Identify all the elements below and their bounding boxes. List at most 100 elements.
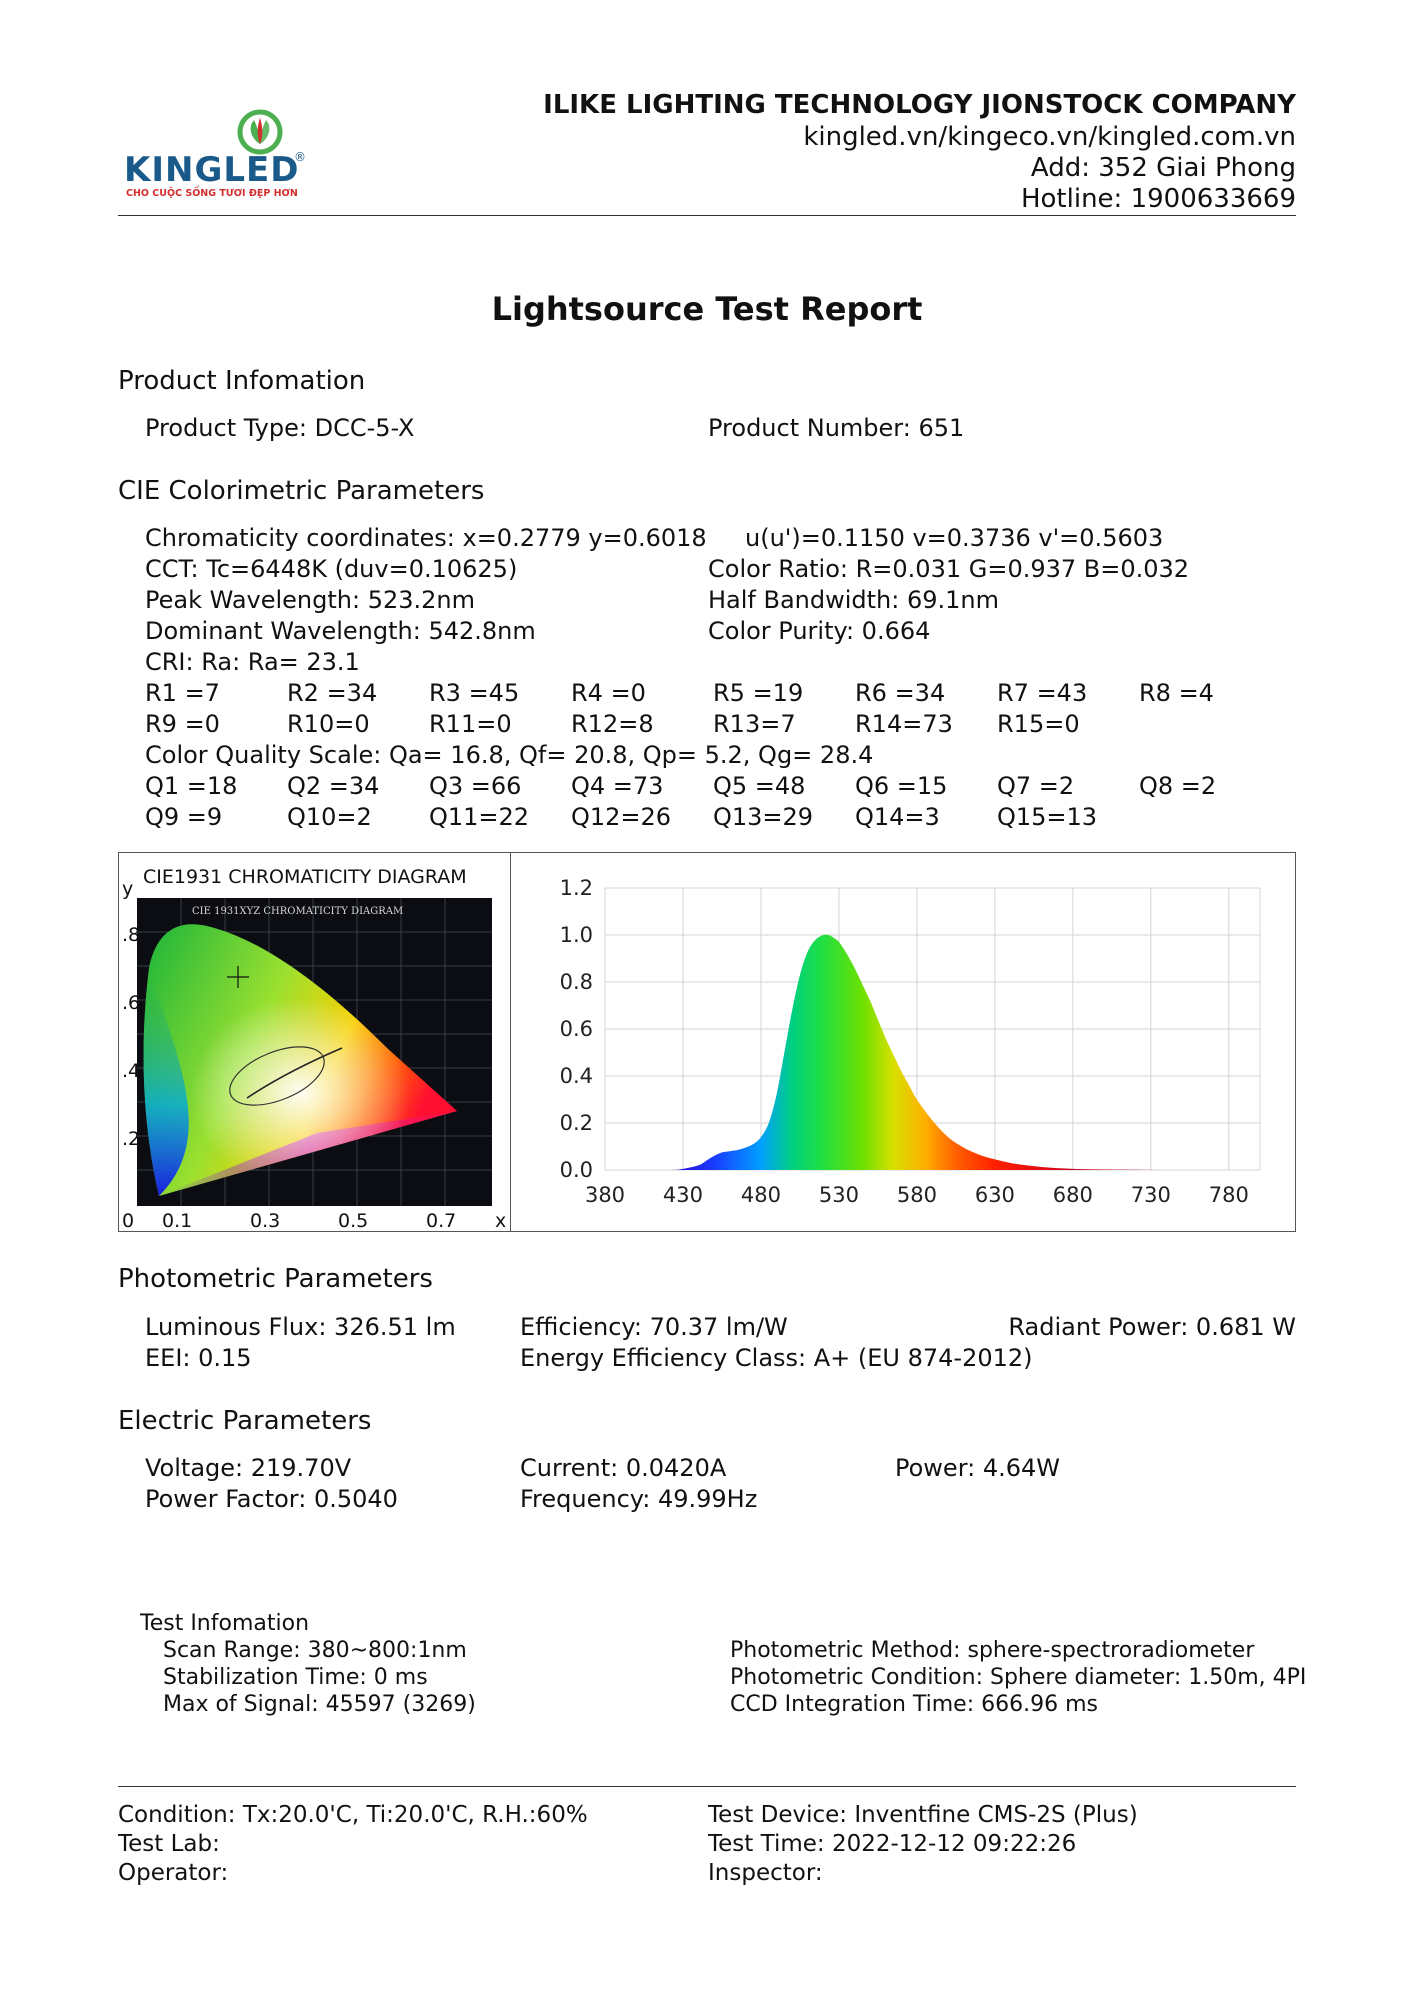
spectrum-x-tick-label: 380 — [585, 1183, 625, 1207]
footer-rule — [118, 1786, 1296, 1787]
q-value: Q4 =73 — [571, 772, 664, 800]
q-value: Q15=13 — [997, 803, 1098, 831]
company-address: Add: 352 Giai Phong — [1030, 153, 1296, 183]
spectrum-y-tick-label: 0.2 — [560, 1111, 593, 1135]
r-value: R4 =0 — [571, 679, 646, 707]
cie-x-tick: 0 — [122, 1210, 135, 1232]
cie-y-tick: .6 — [122, 992, 141, 1014]
cie-chromaticity-diagram: CIE 1931XYZ CHROMATICITY DIAGRAM — [137, 898, 492, 1206]
q-value: Q10=2 — [287, 803, 372, 831]
product-number: Product Number: 651 — [708, 414, 965, 442]
half-bandwidth: Half Bandwidth: 69.1nm — [708, 586, 1000, 614]
cie-x-axis-label: x — [495, 1210, 507, 1232]
test-condition: Condition: Tx:20.0'C, Ti:20.0'C, R.H.:60… — [118, 1802, 588, 1828]
report-title: Lightsource Test Report — [491, 290, 923, 328]
cie-x-tick: 0.5 — [338, 1210, 369, 1232]
cie-inner-title: CIE 1931XYZ CHROMATICITY DIAGRAM — [192, 906, 403, 917]
company-logo: KINGLED ® CHO CUỘC SỐNG TƯƠI ĐẸP HƠN — [118, 108, 308, 199]
r-value: R15=0 — [997, 710, 1080, 738]
spectrum-x-tick-label: 780 — [1209, 1183, 1249, 1207]
cie-x-tick: 0.3 — [250, 1210, 281, 1232]
leaf-icon — [237, 109, 283, 155]
q-value: Q9 =9 — [145, 803, 223, 831]
company-hotline: Hotline: 1900633669 — [1020, 184, 1296, 214]
spectrum-y-ticks: 1.2 1.0 0.8 0.6 0.4 0.2 0.0 — [560, 876, 593, 1182]
power: Power: 4.64W — [895, 1454, 1061, 1482]
spectrum-x-tick-label: 630 — [975, 1183, 1015, 1207]
r-value: R12=8 — [571, 710, 654, 738]
photometric-heading: Photometric Parameters — [118, 1264, 433, 1294]
ccd-integration-time: CCD Integration Time: 666.96 ms — [730, 1692, 1098, 1717]
r-value: R6 =34 — [855, 679, 946, 707]
spectrum-y-tick-label: 0.4 — [560, 1064, 593, 1088]
current: Current: 0.0420A — [520, 1454, 727, 1482]
cie-y-tick: .2 — [122, 1128, 141, 1150]
energy-class: Energy Efficiency Class: A+ (EU 874-2012… — [520, 1344, 1033, 1372]
chromaticity-coords: Chromaticity coordinates: x=0.2779 y=0.6… — [145, 524, 707, 552]
spectrum-x-tick-label: 430 — [663, 1183, 703, 1207]
operator: Operator: — [118, 1860, 229, 1886]
r-value: R10=0 — [287, 710, 370, 738]
q-values-row-2: Q9 =9 Q10=2 Q11=22 Q12=26 Q13=29 Q14=3 Q15=13 — [145, 803, 1139, 831]
cie-x-tick: 0.7 — [426, 1210, 457, 1232]
q-value: Q12=26 — [571, 803, 672, 831]
q-value: Q8 =2 — [1139, 772, 1217, 800]
cct: CCT: Tc=6448K (duv=0.10625) — [145, 555, 518, 583]
scan-range: Scan Range: 380~800:1nm — [163, 1638, 467, 1663]
peak-wavelength: Peak Wavelength: 523.2nm — [145, 586, 475, 614]
test-time: Test Time: 2022-12-12 09:22:26 — [708, 1831, 1077, 1857]
spectrum-x-tick-label: 480 — [741, 1183, 781, 1207]
charts-divider — [510, 852, 511, 1232]
r-value: R2 =34 — [287, 679, 378, 707]
spectrum-x-tick-label: 580 — [897, 1183, 937, 1207]
q-value: Q11=22 — [429, 803, 530, 831]
r-values-row-2: R9 =0 R10=0 R11=0 R12=8 R13=7 R14=73 R15=0 — [145, 710, 1139, 738]
spectrum-chart: 1.2 1.0 0.8 0.6 0.4 0.2 0.0 380 430 480 530 580 630… — [540, 870, 1280, 1220]
spectrum-svg: 1.2 1.0 0.8 0.6 0.4 0.2 0.0 380 430 480 530 580 630… — [560, 876, 1261, 1207]
q-value: Q5 =48 — [713, 772, 806, 800]
spectrum-y-tick-label: 0.6 — [560, 1017, 593, 1041]
q-value: Q7 =2 — [997, 772, 1075, 800]
spectrum-y-tick-label: 1.0 — [560, 923, 593, 947]
logo-wordmark: KINGLED — [124, 150, 300, 190]
radiant-power: Radiant Power: 0.681 W — [1008, 1313, 1296, 1341]
q-value: Q1 =18 — [145, 772, 238, 800]
cie-diagram-title: CIE1931 CHROMATICITY DIAGRAM — [143, 866, 467, 888]
test-device: Test Device: Inventfine CMS-2S (Plus) — [708, 1802, 1138, 1828]
inspector: Inspector: — [708, 1860, 823, 1886]
luminous-flux: Luminous Flux: 326.51 lm — [145, 1313, 456, 1341]
company-name: ILIKE LIGHTING TECHNOLOGY JIONSTOCK COMP… — [543, 90, 1296, 120]
power-factor: Power Factor: 0.5040 — [145, 1485, 398, 1513]
cie-y-tick: .4 — [122, 1060, 141, 1082]
max-signal: Max of Signal: 45597 (3269) — [163, 1692, 476, 1717]
q-values-row-1: Q1 =18 Q2 =34 Q3 =66 Q4 =73 Q5 =48 Q6 =15 Q7 =… — [145, 772, 1281, 800]
header-rule — [118, 215, 1296, 216]
spectrum-curve — [605, 934, 1260, 1170]
r-value: R3 =45 — [429, 679, 520, 707]
cri: CRI: Ra: Ra= 23.1 — [145, 648, 360, 676]
photometric-condition: Photometric Condition: Sphere diameter: … — [730, 1665, 1307, 1690]
color-purity: Color Purity: 0.664 — [708, 617, 931, 645]
spectrum-y-tick-label: 0.0 — [560, 1158, 593, 1182]
cie-x-tick: 0.1 — [162, 1210, 193, 1232]
cie-y-axis-label: y — [122, 878, 134, 900]
r-value: R7 =43 — [997, 679, 1088, 707]
r-values-row-1: R1 =7 R2 =34 R3 =45 R4 =0 R5 =19 R6 =34 R7 =43… — [145, 679, 1281, 707]
test-info-heading: Test Infomation — [140, 1611, 310, 1636]
q-value: Q2 =34 — [287, 772, 380, 800]
r-value: R8 =4 — [1139, 679, 1214, 707]
uv-coords: u(u')=0.1150 v=0.3736 v'=0.5603 — [745, 524, 1164, 552]
spectrum-x-tick-label: 730 — [1131, 1183, 1171, 1207]
spectrum-x-ticks: 380 430 480 530 580 630 680 730 780 — [585, 1183, 1249, 1207]
efficiency: Efficiency: 70.37 lm/W — [520, 1313, 788, 1341]
photometric-method: Photometric Method: sphere-spectroradiom… — [730, 1638, 1255, 1663]
cie-y-tick: .8 — [122, 924, 141, 946]
eei: EEI: 0.15 — [145, 1344, 252, 1372]
spectrum-y-tick-label: 1.2 — [560, 876, 593, 900]
color-ratio: Color Ratio: R=0.031 G=0.937 B=0.032 — [708, 555, 1190, 583]
logo-registered: ® — [294, 150, 306, 164]
r-value: R5 =19 — [713, 679, 804, 707]
q-value: Q3 =66 — [429, 772, 522, 800]
r-value: R14=73 — [855, 710, 953, 738]
r-value: R13=7 — [713, 710, 796, 738]
